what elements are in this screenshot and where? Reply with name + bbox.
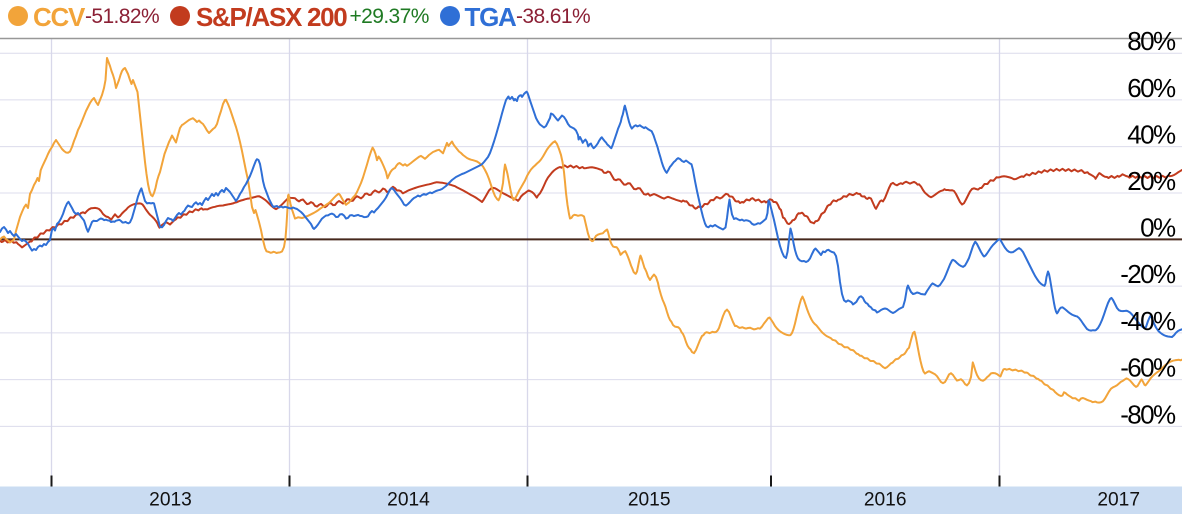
svg-text:-60%: -60%: [1120, 353, 1176, 383]
svg-text:0%: 0%: [1140, 212, 1176, 242]
svg-text:2016: 2016: [864, 490, 907, 511]
svg-text:2017: 2017: [1097, 490, 1140, 511]
svg-text:60%: 60%: [1127, 73, 1176, 103]
svg-text:2015: 2015: [628, 490, 671, 511]
svg-text:20%: 20%: [1127, 166, 1176, 196]
svg-text:80%: 80%: [1127, 26, 1176, 56]
svg-text:40%: 40%: [1127, 120, 1176, 150]
svg-text:2013: 2013: [149, 490, 192, 511]
svg-text:2014: 2014: [387, 490, 430, 511]
svg-text:-20%: -20%: [1120, 259, 1176, 289]
svg-text:-40%: -40%: [1120, 306, 1176, 336]
svg-text:-80%: -80%: [1120, 399, 1176, 429]
